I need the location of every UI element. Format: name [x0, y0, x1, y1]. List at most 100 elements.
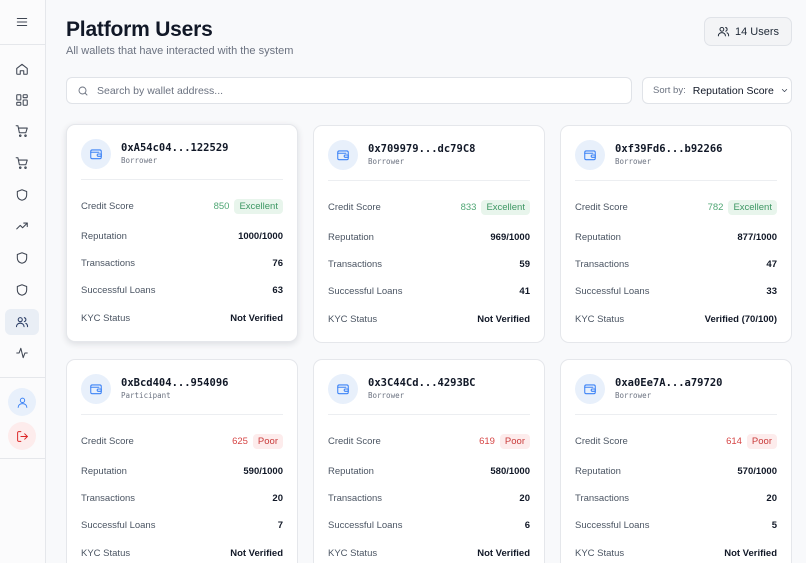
transactions-label: Transactions — [575, 258, 630, 270]
credit-score-label: Credit Score — [81, 435, 134, 447]
sidebar-item-activity[interactable] — [5, 340, 39, 366]
user-card[interactable]: 0xf39Fd6...b92266 Borrower Credit Score … — [560, 125, 792, 343]
credit-score-label: Credit Score — [575, 435, 628, 447]
sidebar-item-orders[interactable] — [5, 150, 39, 176]
reputation-row: Reputation 570/1000 — [575, 463, 777, 479]
transactions-value: 20 — [766, 492, 777, 504]
transactions-row: Transactions 47 — [575, 256, 777, 272]
user-card[interactable]: 0xBcd404...954096 Participant Credit Sco… — [66, 359, 298, 563]
credit-score-number: 614 — [726, 435, 742, 447]
user-card[interactable]: 0xA54c04...122529 Borrower Credit Score … — [66, 124, 298, 342]
successful-loans-value: 33 — [766, 285, 777, 297]
kyc-status-label: KYC Status — [575, 313, 625, 325]
kyc-status-value: Verified (70/100) — [704, 313, 777, 325]
kyc-status-label: KYC Status — [81, 547, 131, 559]
sidebar-item-marketplace[interactable] — [5, 118, 39, 144]
kyc-status-row: KYC Status Not Verified — [328, 545, 530, 561]
sort-value: Reputation Score — [692, 84, 774, 97]
credit-score-value: 833 Excellent — [461, 199, 530, 215]
successful-loans-row: Successful Loans 7 — [81, 517, 283, 533]
sidebar-divider — [0, 44, 46, 45]
card-divider — [328, 414, 530, 415]
reputation-label: Reputation — [328, 231, 374, 243]
wallet-icon — [584, 384, 596, 395]
successful-loans-label: Successful Loans — [81, 284, 156, 296]
wallet-address: 0x3C44Cd...4293BC — [368, 377, 476, 389]
sidebar-item-compliance[interactable] — [5, 245, 39, 271]
menu-toggle-button[interactable] — [5, 9, 39, 35]
cart-icon — [15, 125, 28, 137]
user-role: Participant — [121, 391, 171, 400]
wallet-icon — [337, 150, 349, 161]
credit-score-value: 614 Poor — [726, 433, 777, 449]
wallet-icon-badge — [81, 374, 111, 404]
rating-badge: Excellent — [481, 199, 530, 215]
successful-loans-row: Successful Loans 63 — [81, 282, 283, 298]
user-role: Borrower — [368, 157, 405, 166]
kyc-status-label: KYC Status — [328, 313, 378, 325]
user-role: Borrower — [615, 157, 652, 166]
wallet-icon-badge — [328, 140, 358, 170]
cart-icon — [15, 157, 28, 169]
sidebar-item-admin[interactable] — [5, 277, 39, 303]
sidebar-item-dashboard[interactable] — [5, 87, 39, 113]
reputation-value: 1000/1000 — [238, 230, 283, 242]
kyc-status-row: KYC Status Not Verified — [575, 545, 777, 561]
user-card[interactable]: 0x3C44Cd...4293BC Borrower Credit Score … — [313, 359, 545, 563]
transactions-row: Transactions 76 — [81, 255, 283, 271]
card-divider — [575, 414, 777, 415]
kyc-status-row: KYC Status Not Verified — [81, 545, 283, 561]
transactions-label: Transactions — [81, 257, 136, 269]
credit-score-row: Credit Score 850 Excellent — [81, 198, 283, 214]
successful-loans-value: 63 — [272, 284, 283, 296]
transactions-value: 20 — [272, 492, 283, 504]
sidebar-item-security[interactable] — [5, 182, 39, 208]
wallet-address: 0xa0Ee7A...a79720 — [615, 377, 723, 389]
user-icon — [17, 397, 27, 408]
wallet-icon — [337, 384, 349, 395]
credit-score-value: 782 Excellent — [708, 199, 777, 215]
wallet-icon — [584, 150, 596, 161]
credit-score-number: 850 — [213, 200, 230, 212]
user-card[interactable]: 0xa0Ee7A...a79720 Borrower Credit Score … — [560, 359, 792, 563]
profile-button[interactable] — [8, 388, 36, 416]
successful-loans-label: Successful Loans — [575, 519, 650, 531]
sort-dropdown[interactable]: Sort by: Reputation Score — [642, 77, 792, 104]
sidebar-item-home[interactable] — [5, 56, 39, 82]
successful-loans-row: Successful Loans 5 — [575, 517, 777, 533]
successful-loans-value: 41 — [519, 285, 530, 297]
credit-score-label: Credit Score — [575, 201, 628, 213]
sidebar — [0, 0, 46, 563]
user-card[interactable]: 0x709979...dc79C8 Borrower Credit Score … — [313, 125, 545, 343]
page-title: Platform Users — [66, 18, 213, 41]
wallet-address: 0x709979...dc79C8 — [368, 143, 476, 155]
logout-icon — [16, 430, 28, 442]
reputation-row: Reputation 590/1000 — [81, 463, 283, 479]
credit-score-label: Credit Score — [328, 201, 381, 213]
sidebar-item-users[interactable] — [5, 309, 39, 335]
reputation-row: Reputation 580/1000 — [328, 463, 530, 479]
users-icon — [15, 317, 29, 328]
shield-icon — [16, 189, 28, 201]
shield-icon — [16, 284, 28, 296]
credit-score-label: Credit Score — [81, 200, 134, 212]
shield-icon — [16, 252, 28, 264]
reputation-value: 590/1000 — [243, 465, 283, 477]
search-input[interactable] — [97, 84, 617, 97]
rating-badge: Poor — [746, 433, 777, 449]
wallet-address: 0xA54c04...122529 — [121, 142, 229, 154]
rating-badge: Poor — [499, 433, 530, 449]
user-role: Borrower — [121, 156, 158, 165]
successful-loans-label: Successful Loans — [328, 285, 403, 297]
transactions-row: Transactions 59 — [328, 256, 530, 272]
users-count-button[interactable]: 14 Users — [704, 17, 792, 46]
credit-score-number: 619 — [479, 435, 495, 447]
logout-button[interactable] — [8, 422, 36, 450]
transactions-value: 20 — [519, 492, 530, 504]
transactions-label: Transactions — [328, 258, 383, 270]
reputation-value: 580/1000 — [490, 465, 530, 477]
kyc-status-row: KYC Status Not Verified — [81, 310, 283, 326]
users-count-label: 14 Users — [734, 25, 780, 38]
sidebar-item-analytics[interactable] — [5, 213, 39, 239]
user-role: Borrower — [615, 391, 652, 400]
